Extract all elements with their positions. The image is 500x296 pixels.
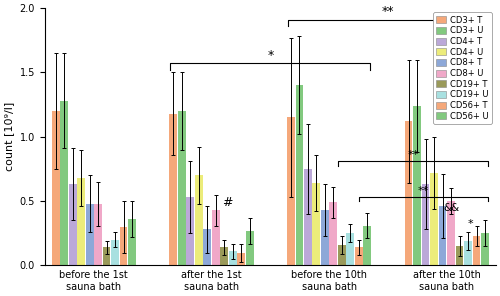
Bar bbox=[481, 233, 489, 266]
Bar bbox=[178, 111, 186, 266]
Bar bbox=[330, 202, 338, 266]
Bar bbox=[413, 106, 421, 266]
Bar bbox=[456, 246, 464, 266]
Bar bbox=[338, 245, 346, 266]
Bar bbox=[304, 169, 312, 266]
Bar bbox=[321, 210, 329, 266]
Bar bbox=[246, 231, 254, 266]
Bar bbox=[195, 175, 202, 266]
Bar bbox=[94, 204, 102, 266]
Bar bbox=[404, 121, 412, 266]
Bar bbox=[170, 114, 177, 266]
Bar bbox=[287, 118, 295, 266]
Bar bbox=[364, 226, 372, 266]
Text: **: ** bbox=[382, 5, 394, 18]
Text: *: * bbox=[468, 219, 473, 229]
Bar bbox=[52, 111, 60, 266]
Text: **: ** bbox=[418, 186, 429, 196]
Text: *: * bbox=[267, 49, 274, 62]
Bar bbox=[296, 85, 304, 266]
Bar bbox=[447, 201, 455, 266]
Text: &&: && bbox=[443, 203, 459, 213]
Bar bbox=[422, 184, 430, 266]
Bar bbox=[60, 101, 68, 266]
Bar bbox=[238, 252, 245, 266]
Bar bbox=[312, 183, 320, 266]
Bar bbox=[111, 240, 119, 266]
Bar bbox=[77, 178, 85, 266]
Bar bbox=[438, 206, 446, 266]
Y-axis label: count [10⁹/l]: count [10⁹/l] bbox=[4, 102, 14, 171]
Bar bbox=[464, 241, 472, 266]
Legend: CD3+ T, CD3+ U, CD4+ T, CD4+ U, CD8+ T, CD8+ U, CD19+ T, CD19+ U, CD56+ T, CD56+: CD3+ T, CD3+ U, CD4+ T, CD4+ U, CD8+ T, … bbox=[433, 12, 492, 124]
Bar bbox=[355, 247, 363, 266]
Bar bbox=[120, 227, 128, 266]
Bar bbox=[346, 233, 354, 266]
Bar bbox=[186, 197, 194, 266]
Bar bbox=[229, 251, 236, 266]
Bar bbox=[430, 173, 438, 266]
Bar bbox=[102, 247, 110, 266]
Bar bbox=[220, 247, 228, 266]
Bar bbox=[68, 184, 76, 266]
Bar bbox=[472, 236, 480, 266]
Bar bbox=[86, 204, 94, 266]
Text: #: # bbox=[222, 196, 232, 209]
Bar bbox=[204, 229, 211, 266]
Bar bbox=[212, 210, 220, 266]
Text: **: ** bbox=[407, 150, 418, 160]
Bar bbox=[128, 219, 136, 266]
